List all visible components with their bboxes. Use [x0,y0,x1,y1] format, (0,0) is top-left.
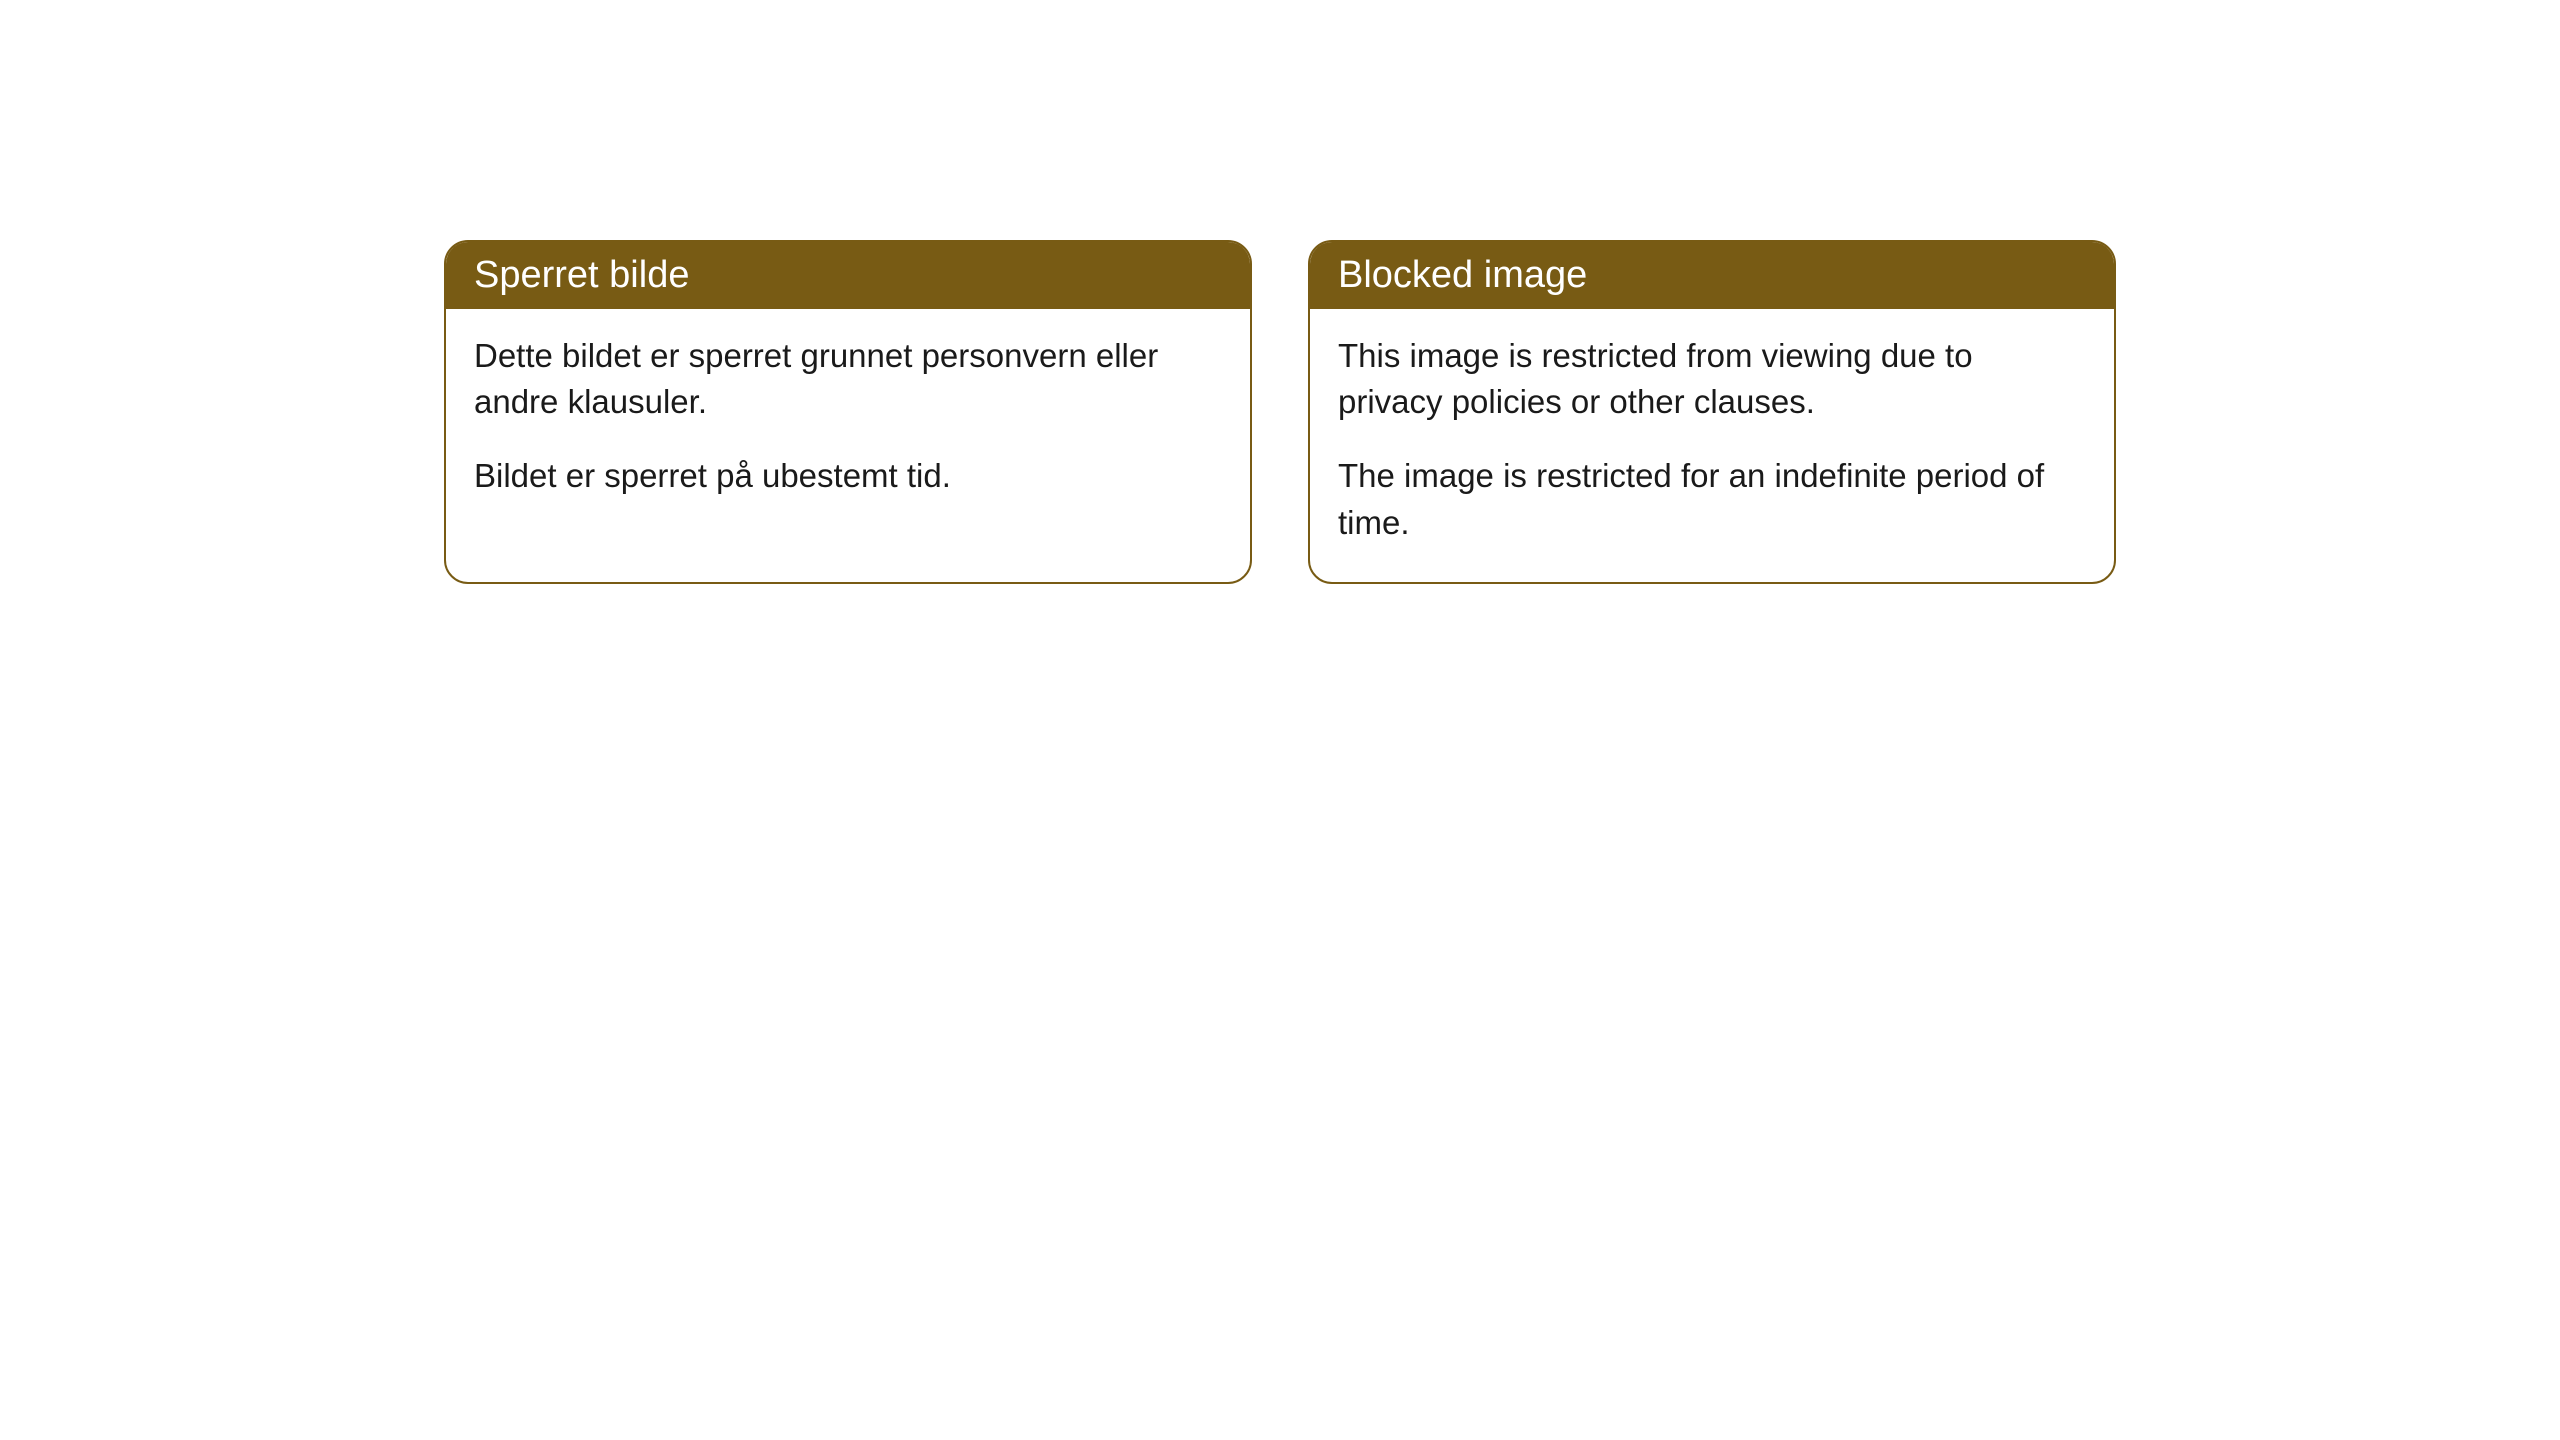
card-header: Blocked image [1310,242,2114,309]
card-paragraph: Dette bildet er sperret grunnet personve… [474,333,1222,425]
card-header: Sperret bilde [446,242,1250,309]
card-body: Dette bildet er sperret grunnet personve… [446,309,1250,536]
notice-container: Sperret bilde Dette bildet er sperret gr… [444,240,2116,584]
notice-card-english: Blocked image This image is restricted f… [1308,240,2116,584]
card-paragraph: This image is restricted from viewing du… [1338,333,2086,425]
notice-card-norwegian: Sperret bilde Dette bildet er sperret gr… [444,240,1252,584]
card-paragraph: The image is restricted for an indefinit… [1338,453,2086,545]
card-paragraph: Bildet er sperret på ubestemt tid. [474,453,1222,499]
card-title: Blocked image [1338,254,1587,296]
card-body: This image is restricted from viewing du… [1310,309,2114,582]
card-title: Sperret bilde [474,254,689,296]
